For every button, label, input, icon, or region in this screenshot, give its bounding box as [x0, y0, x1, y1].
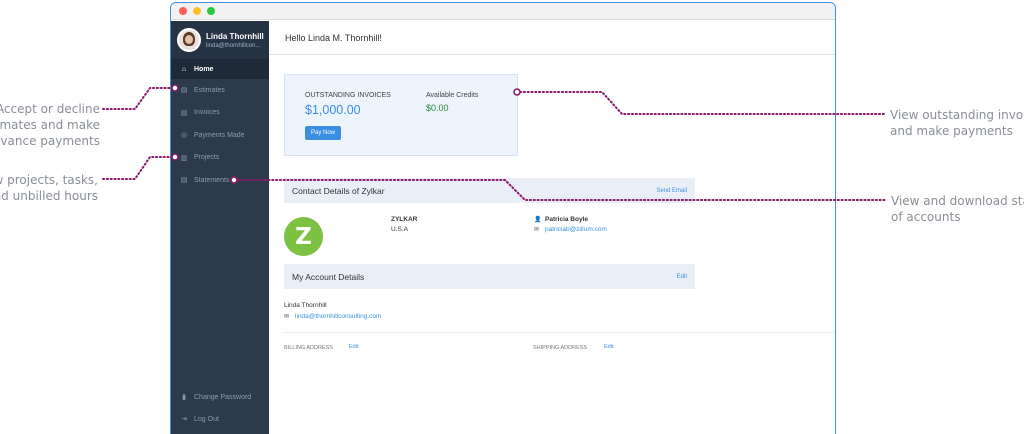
sidebar-item-label: Home	[194, 65, 214, 73]
company-name: ZYLKAR	[391, 216, 418, 223]
projects-icon: ▥	[180, 154, 188, 162]
pay-now-button[interactable]: Pay Now	[305, 126, 341, 140]
sidebar-item-label: Invoices	[194, 109, 220, 117]
mail-icon: ✉	[284, 314, 290, 320]
sidebar-item-home[interactable]: ⌂ Home	[171, 59, 269, 79]
send-email-link[interactable]: Send Email	[656, 187, 687, 194]
annotation-statements: View and download stat of accounts	[891, 193, 1024, 225]
main-content: Hello Linda M. Thornhill! OUTSTANDING IN…	[269, 21, 835, 434]
invoice-summary-card: OUTSTANDING INVOICES $1,000.00 Available…	[284, 74, 518, 156]
app-window: Linda Thornhill linda@thornhillcon... ⌂ …	[170, 2, 836, 434]
sidebar-item-projects[interactable]: ▥ Projects	[171, 147, 269, 170]
person-icon: 👤	[534, 217, 542, 223]
document-icon: ▤	[180, 109, 188, 117]
document-icon: ▤	[180, 177, 188, 185]
account-details-title: My Account Details	[292, 271, 365, 282]
sidebar-item-label: Log Out	[194, 415, 219, 423]
account-name: Linda Thornhill	[284, 302, 327, 309]
user-profile[interactable]: Linda Thornhill linda@thornhillcon...	[171, 21, 269, 59]
annotation-projects: ew projects, tasks, nd unbilled hours	[0, 172, 98, 204]
contact-details-header: Contact Details of Zylkar Send Email	[284, 178, 695, 203]
account-details-header: My Account Details Edit	[284, 264, 695, 289]
annotation-invoices-line2: and make payments	[890, 124, 1013, 138]
payment-icon: ◎	[180, 132, 188, 140]
home-icon: ⌂	[181, 65, 187, 73]
sidebar-item-payments-made[interactable]: ◎ Payments Made	[171, 124, 269, 147]
estimates-connector	[102, 87, 173, 110]
sidebar-item-invoices[interactable]: ▤ Invoices	[171, 102, 269, 125]
annotation-projects-line2: nd unbilled hours	[0, 189, 98, 203]
annotation-statements-line1: View and download stat	[891, 194, 1024, 208]
close-window-button[interactable]	[179, 7, 187, 15]
available-credits-amount: $0.00	[426, 103, 449, 113]
outstanding-amount: $1,000.00	[305, 103, 361, 117]
document-icon: ▤	[180, 87, 188, 95]
avatar	[177, 28, 201, 52]
mail-icon: ✉	[534, 227, 540, 233]
title-bar	[171, 3, 835, 20]
user-email: linda@thornhillcon...	[206, 42, 261, 49]
logout-icon: ⇥	[181, 416, 187, 424]
divider	[284, 332, 835, 333]
billing-address-label: BILLING ADDRESS	[284, 345, 333, 351]
projects-connector	[102, 156, 173, 180]
sidebar-item-label: Change Password	[194, 393, 252, 401]
profile-text: Linda Thornhill linda@thornhillcon...	[206, 32, 264, 49]
company-logo: Z	[284, 217, 323, 256]
annotation-projects-line1: ew projects, tasks,	[0, 173, 98, 187]
sidebar: Linda Thornhill linda@thornhillcon... ⌂ …	[171, 21, 269, 434]
annotation-estimates-line3: dvance payments	[0, 134, 100, 148]
minimize-window-button[interactable]	[193, 7, 201, 15]
available-credits-label: Available Credits	[426, 92, 479, 99]
company-country: U.S.A	[391, 226, 408, 233]
shipping-address-label: SHIPPING ADDRESS	[533, 345, 588, 351]
edit-account-link[interactable]: Edit	[676, 273, 687, 280]
sidebar-item-estimates[interactable]: ▤ Estimates	[171, 79, 269, 102]
sidebar-item-label: Statements	[194, 176, 230, 184]
contact-details-title: Contact Details of Zylkar	[292, 185, 385, 196]
contact-person: Patricia Boyle	[545, 216, 588, 223]
sidebar-item-label: Payments Made	[194, 131, 245, 139]
lock-icon: ▮	[182, 394, 186, 402]
account-email-link[interactable]: linda@thornhillconsulting.com	[295, 313, 382, 320]
annotation-estimates: Accept or decline timates and make dvanc…	[0, 101, 100, 149]
sidebar-item-log-out[interactable]: ⇥ Log Out	[171, 408, 269, 431]
page-title: Hello Linda M. Thornhill!	[269, 21, 835, 55]
annotation-statements-line2: of accounts	[891, 210, 961, 224]
annotation-invoices-line1: View outstanding invoice	[890, 108, 1024, 122]
contact-email-link[interactable]: patriciab@zillum.com	[545, 226, 607, 233]
sidebar-item-statements[interactable]: ▤ Statements	[171, 169, 269, 192]
sidebar-item-change-password[interactable]: ▮ Change Password	[171, 386, 269, 409]
maximize-window-button[interactable]	[207, 7, 215, 15]
outstanding-invoices-label: OUTSTANDING INVOICES	[305, 92, 391, 99]
annotation-invoices: View outstanding invoice and make paymen…	[890, 107, 1024, 139]
annotation-estimates-line1: Accept or decline	[0, 102, 100, 116]
sidebar-item-label: Projects	[194, 154, 220, 162]
user-name: Linda Thornhill	[206, 31, 264, 41]
sidebar-item-label: Estimates	[194, 86, 225, 94]
annotation-estimates-line2: timates and make	[0, 118, 100, 132]
shipping-edit-link[interactable]: Edit	[604, 344, 614, 350]
billing-edit-link[interactable]: Edit	[349, 344, 359, 350]
